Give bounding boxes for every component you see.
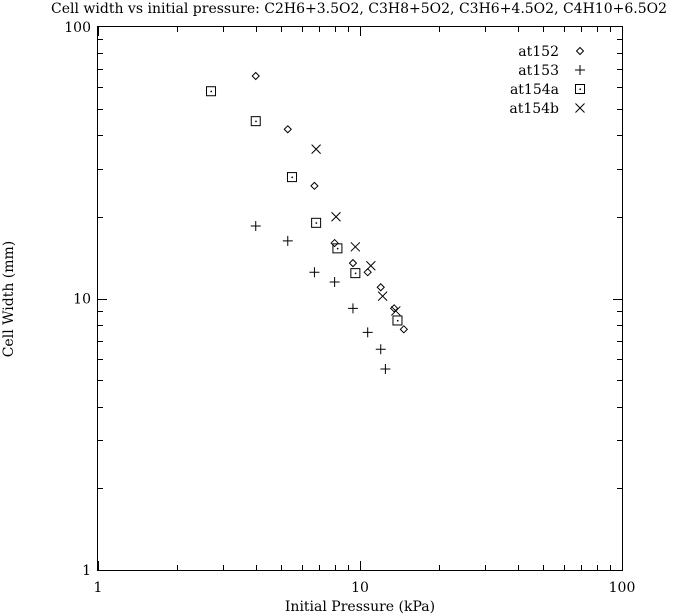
square-marker (350, 268, 361, 279)
point-at153 (375, 344, 386, 355)
square-marker-dot (354, 272, 357, 275)
legend-marker-at153 (575, 65, 585, 75)
legend: at152 at153 at154a at154b (509, 44, 585, 117)
point-at152 (310, 181, 319, 191)
data-points (206, 71, 409, 374)
point-at153 (309, 267, 320, 278)
point-at154a (311, 217, 322, 228)
square-marker-dot (255, 120, 257, 123)
point-at154a (332, 243, 343, 254)
chart-title: Cell width vs initial pressure: C2H6+3.5… (51, 1, 667, 17)
x-tick-label: 10 (351, 580, 369, 596)
legend-marker-at152 (575, 46, 585, 56)
legend-marker-at154b (575, 103, 585, 113)
square-marker (286, 172, 297, 183)
square-marker-dot (291, 176, 293, 179)
point-at154b (331, 211, 341, 222)
legend-label-at154a: at154a (510, 82, 559, 98)
series-at154a (206, 86, 403, 326)
plot-frame (97, 26, 623, 571)
point-at153 (362, 327, 373, 338)
square-marker-dot (336, 247, 339, 250)
square-marker (206, 86, 217, 97)
square-marker (575, 84, 585, 94)
point-at152 (376, 283, 385, 292)
point-at152 (399, 325, 409, 334)
point-at154b (390, 306, 401, 316)
point-at154a (206, 86, 217, 97)
y-tick-label: 100 (64, 20, 91, 36)
y-axis-label: Cell Width (mm) (1, 241, 17, 358)
point-at152 (251, 71, 260, 81)
point-at152 (283, 125, 292, 134)
legend-label-at154b: at154b (509, 101, 559, 117)
point-at153 (250, 220, 261, 231)
point-at153 (347, 303, 358, 314)
point-at153 (380, 363, 391, 374)
point-at152 (363, 267, 372, 277)
square-marker-dot (396, 319, 399, 322)
legend-label-at153: at153 (518, 63, 559, 79)
point-at154b (311, 144, 321, 154)
point-at153 (329, 277, 340, 288)
legend-label-at152: at152 (518, 44, 559, 60)
square-marker-dot (210, 90, 213, 93)
point-at154a (392, 315, 403, 326)
series-at154b (311, 144, 401, 316)
point-at152 (348, 258, 358, 268)
y-tick-label: 10 (73, 292, 91, 308)
point-at154a (250, 116, 261, 127)
legend-marker-at154a (575, 84, 585, 94)
x-tick-label: 100 (609, 580, 636, 596)
point-at154b (377, 291, 388, 302)
square-marker-dot (315, 222, 318, 224)
x-tick-label: 1 (94, 580, 103, 596)
point-at153 (282, 235, 293, 246)
tick-labels: 1 10 100 1 10 100 (64, 20, 635, 596)
y-tick-label: 1 (82, 563, 91, 579)
point-at152 (330, 238, 339, 248)
square-marker (332, 243, 343, 254)
x-axis-label: Initial Pressure (kPa) (285, 599, 435, 615)
square-marker (392, 315, 403, 326)
point-at154b (350, 241, 361, 252)
square-marker-dot (579, 88, 581, 90)
point-at154a (286, 172, 297, 183)
series-at152 (251, 71, 409, 334)
square-marker (311, 217, 322, 228)
point-at154a (350, 268, 361, 279)
point-at154b (365, 260, 376, 271)
series-at153 (250, 220, 391, 374)
square-marker (250, 116, 261, 127)
axis-ticks (98, 27, 622, 571)
